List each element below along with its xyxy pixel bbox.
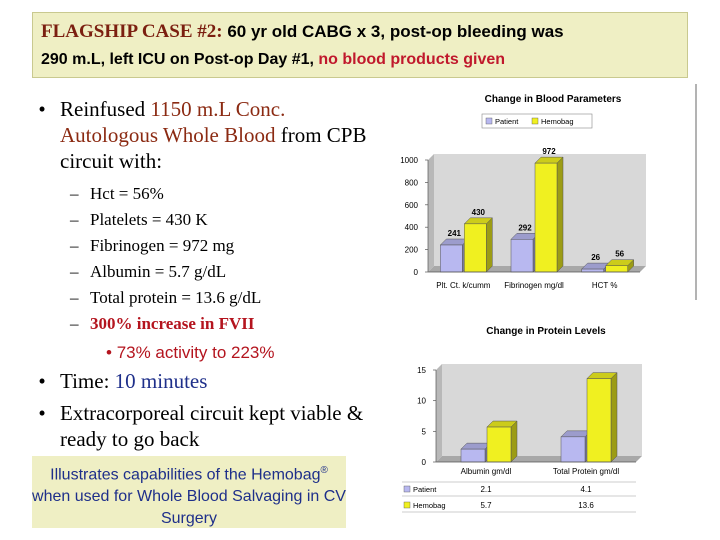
bar [464, 223, 487, 273]
y-tick-label: 0 [414, 268, 419, 277]
bullet-reinfused: • Reinfused 1150 m.L Conc. Autologous Wh… [32, 96, 372, 174]
category-label: HCT % [592, 281, 618, 290]
sub-item-text: Platelets = 430 K [90, 210, 208, 229]
y-tick-label: 10 [417, 397, 426, 406]
y-tick-label: 5 [422, 427, 427, 436]
case-summary-1: 60 yr old CABG x 3, post-op bleeding was [222, 22, 564, 41]
data-label: 292 [518, 223, 532, 232]
registered-mark: ® [320, 465, 328, 476]
sub-item-text: Hct = 56% [90, 184, 164, 203]
case-tag: FLAGSHIP CASE #2: [41, 21, 223, 42]
data-label: 241 [448, 229, 462, 238]
y-tick-label: 0 [422, 458, 427, 467]
banner-line-2: 290 m.L, left ICU on Post-op Day #1, no … [41, 51, 505, 69]
category-label: Plt. Ct. k/cumm [436, 281, 491, 290]
bar-side [610, 371, 618, 463]
legend-label: Patient [413, 485, 437, 494]
bullet-reinfused-text: Reinfused 1150 m.L Conc. Autologous Whol… [60, 96, 372, 174]
note-text-a: Illustrates capabilities of the Hemobag [50, 466, 321, 484]
bar [486, 426, 512, 463]
data-label: 430 [472, 208, 486, 217]
note-text-b: when used for Whole Blood Salvaging in C… [32, 488, 346, 528]
sub-sub-text: 73% activity to 223% [116, 343, 275, 362]
bar [605, 265, 628, 273]
data-label: 56 [615, 250, 624, 259]
y-tick-label: 400 [405, 223, 419, 232]
bullet-circuit: • Extracorporeal circuit kept viable & r… [32, 400, 372, 452]
y-tick-label: 15 [417, 366, 426, 375]
blood-parameters-chart: Change in Blood Parameters 0 200 400 600 800 1… [378, 84, 700, 300]
bar-side [556, 156, 564, 273]
bar [440, 244, 463, 273]
category-label: Total Protein gm/dl [553, 467, 619, 476]
bullet-time-text: Time: 10 minutes [60, 368, 372, 394]
data-label: 972 [542, 147, 556, 156]
legend-label: Patient [495, 117, 519, 126]
bullet1-a: Reinfused [60, 97, 151, 121]
case-banner: FLAGSHIP CASE #2: 60 yr old CABG x 3, po… [32, 12, 688, 78]
legend-swatch [485, 117, 493, 125]
chart-title: Change in Protein Levels [486, 326, 606, 337]
category-label: Albumin gm/dl [461, 467, 512, 476]
legend-swatch [403, 485, 411, 493]
category-label: Fibrinogen mg/dl [504, 281, 564, 290]
sub-item-text: Fibrinogen = 972 mg [90, 236, 235, 255]
sub-item-text: Albumin = 5.7 g/dL [90, 262, 227, 281]
legend-swatch [531, 117, 539, 125]
bullet-circuit-text: Extracorporeal circuit kept viable & rea… [60, 401, 364, 451]
bullet-dot: • [38, 401, 46, 425]
hemobag-note: Illustrates capabilities of the Hemobag®… [32, 456, 346, 528]
bar [460, 448, 486, 463]
bullet-dot: • [38, 97, 46, 121]
table-value: 5.7 [480, 501, 492, 510]
time-value: 10 minutes [114, 369, 208, 393]
banner-line-1: FLAGSHIP CASE #2: 60 yr old CABG x 3, po… [41, 21, 564, 43]
legend-label: Hemobag [541, 117, 574, 126]
legend-swatch [403, 501, 411, 509]
bullet1-highlight: 1150 m.L Conc. Autologous Whole Blood [60, 97, 286, 147]
time-label: Time: [60, 369, 115, 393]
case-highlight: no blood products given [318, 51, 506, 68]
chart-side-wall [428, 154, 434, 272]
bullet-dot: • [38, 369, 46, 393]
table-value: 2.1 [480, 485, 492, 494]
y-tick-label: 600 [405, 201, 419, 210]
bar-side [510, 420, 518, 463]
chart-title: Change in Blood Parameters [485, 94, 622, 105]
bar [586, 378, 612, 463]
legend-label: Hemobag [413, 501, 446, 510]
bullet-time: • Time: 10 minutes [32, 368, 372, 394]
bar [560, 436, 586, 463]
bar-side [486, 217, 493, 273]
bullet1-c: from CPB circuit with: [60, 123, 367, 173]
sub-sub-item: • 73% activity to 223% [106, 343, 275, 362]
chart-side-wall [436, 364, 442, 462]
y-tick-label: 1000 [400, 156, 418, 165]
bar [534, 162, 558, 273]
protein-levels-chart: Change in Protein Levels 0 5 10 15 Albumin gm… [378, 312, 698, 526]
data-label: 26 [591, 253, 600, 262]
sub-item-text: 300% increase in FVII [90, 314, 255, 333]
bar [510, 239, 534, 273]
bar [581, 268, 604, 273]
sub-item-text: Total protein = 13.6 g/dL [90, 288, 262, 307]
y-tick-label: 800 [405, 178, 419, 187]
table-value: 4.1 [580, 485, 592, 494]
y-tick-label: 200 [405, 246, 419, 255]
table-value: 13.6 [578, 501, 594, 510]
case-summary-2: 290 m.L, left ICU on Post-op Day #1, [41, 51, 319, 68]
